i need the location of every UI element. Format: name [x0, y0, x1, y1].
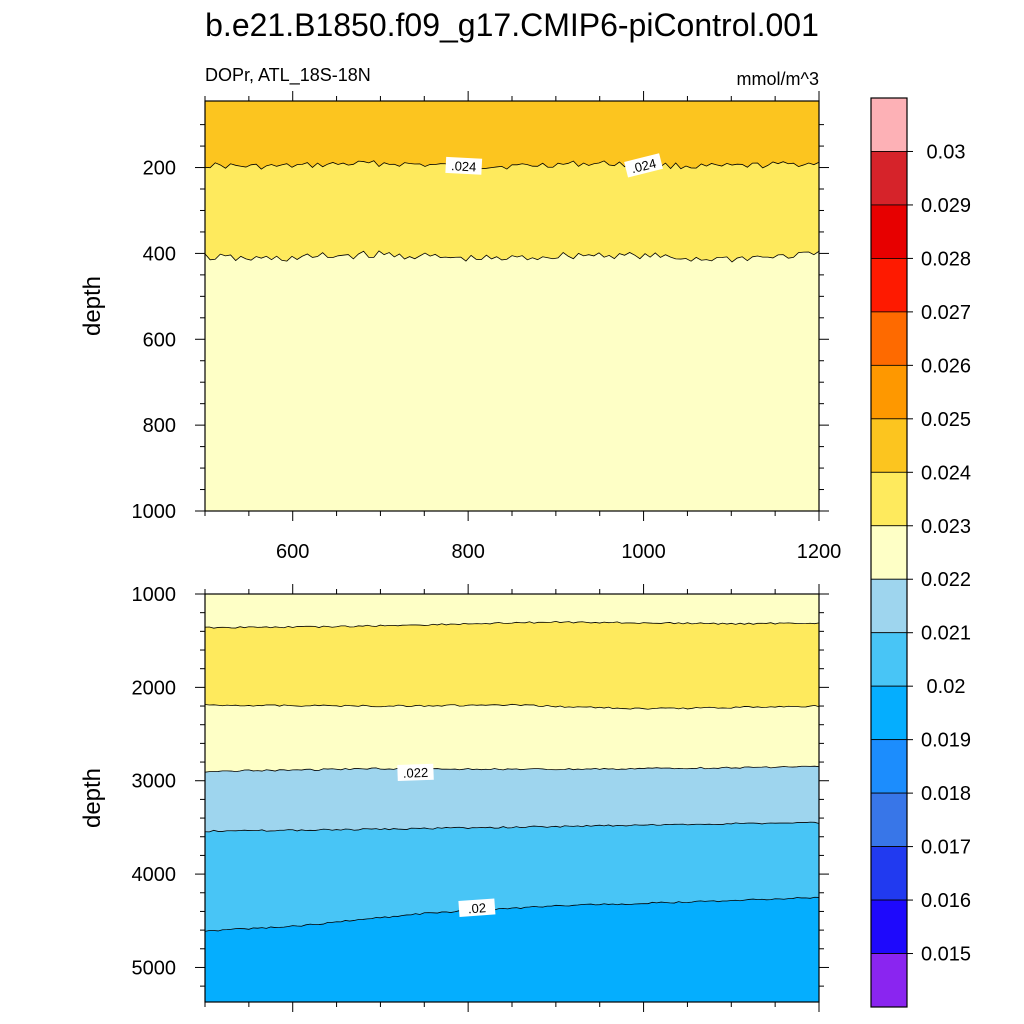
- svg-text:.022: .022: [403, 765, 429, 781]
- colorbar-swatch: [870, 258, 908, 313]
- lower-band-4: [205, 822, 819, 932]
- colorbar-swatch: [870, 364, 908, 420]
- upper-band-0: [205, 101, 819, 170]
- colorbar-swatch: [870, 632, 908, 687]
- colorbar-swatch: [870, 204, 908, 259]
- upper-y-tick-label: 1000: [132, 501, 177, 523]
- colorbar-swatch: [870, 846, 908, 901]
- colorbar-label: 0.03: [927, 141, 966, 163]
- upper-x-tick-label: 1000: [621, 541, 666, 563]
- colorbar-swatch: [870, 953, 908, 1008]
- colorbar-swatch: [870, 685, 908, 741]
- colorbar-swatch: [870, 525, 908, 580]
- upper-band-1: [205, 160, 819, 262]
- colorbar-label: 0.026: [921, 355, 971, 377]
- lower-y-tick-label: 5000: [132, 957, 177, 979]
- lower-band-5: [205, 897, 819, 1002]
- lower-contour-line-4: [204, 896, 820, 932]
- upper-x-tick-label: 800: [451, 541, 484, 563]
- upper-units-label: mmol/m^3: [737, 69, 819, 89]
- colorbar-label: 0.029: [921, 195, 971, 217]
- figure-title: b.e21.B1850.f09_g17.CMIP6-piControl.001: [205, 7, 819, 43]
- upper-contour-label-1: .024: [624, 153, 663, 178]
- upper-contour-line-0: [204, 160, 820, 170]
- colorbar-label: 0.023: [921, 516, 971, 538]
- colorbar-label: 0.015: [921, 944, 971, 966]
- colorbar-label: 0.018: [921, 783, 971, 805]
- lower-contour-label-0: .022: [397, 763, 434, 781]
- lower-contour-label-1: .02: [458, 898, 496, 917]
- lower-band-2: [205, 704, 819, 773]
- colorbar: 0.03 0.029 0.028 0.027 0.026 0.025 0.024 0.023 0…: [870, 97, 971, 1008]
- colorbar-swatch: [870, 471, 908, 527]
- colorbar-swatch: [870, 418, 908, 473]
- colorbar-label: 0.027: [921, 302, 971, 324]
- lower-y-tick-label: 1000: [132, 584, 177, 606]
- upper-x-tick-label: 600: [276, 541, 309, 563]
- upper-contour-label-0: .024: [445, 156, 483, 175]
- lower-y-tick-label: 4000: [132, 864, 177, 886]
- svg-text:.024: .024: [630, 156, 658, 177]
- lower-contour-line-0: [204, 620, 820, 629]
- lower-contour-line-2: [204, 765, 820, 773]
- colorbar-label: 0.02: [927, 676, 966, 698]
- upper-depth-panel: .024 .024 600 800 1000 1200 200 400 600 800 1000: [132, 91, 842, 563]
- colorbar-swatch: [870, 578, 908, 634]
- lower-band-3: [205, 766, 819, 832]
- colorbar-label: 0.016: [921, 890, 971, 912]
- colorbar-label: 0.028: [921, 248, 971, 270]
- lower-depth-panel: .022 .02 1000 2000 3000 4000 5000: [132, 584, 829, 1012]
- upper-x-tick-label: 1200: [797, 541, 842, 563]
- upper-y-tick-label: 800: [143, 415, 176, 437]
- upper-y-tick-label: 600: [143, 329, 176, 351]
- lower-contour-line-1: [204, 703, 820, 710]
- upper-y-tick-label: 200: [143, 158, 176, 180]
- upper-y-tick-label: 400: [143, 243, 176, 265]
- colorbar-label: 0.022: [921, 569, 971, 591]
- lower-band-1: [205, 621, 819, 710]
- colorbar-swatch: [870, 792, 908, 847]
- colorbar-label: 0.024: [921, 462, 971, 484]
- colorbar-label: 0.019: [921, 730, 971, 752]
- lower-y-tick-label: 2000: [132, 677, 177, 699]
- lower-y-tick-label: 3000: [132, 771, 177, 793]
- upper-y-axis-label: depth: [79, 276, 106, 336]
- colorbar-swatch: [870, 97, 908, 152]
- colorbar-label: 0.017: [921, 837, 971, 859]
- upper-subtitle-left: DOPr, ATL_18S-18N: [205, 65, 371, 86]
- svg-text:.024: .024: [451, 158, 477, 174]
- upper-contour-line-1: [204, 250, 820, 263]
- colorbar-swatch: [870, 899, 908, 954]
- svg-text:.02: .02: [467, 900, 486, 916]
- colorbar-label: 0.021: [921, 623, 971, 645]
- lower-contour-line-3: [204, 821, 820, 833]
- colorbar-label: 0.025: [921, 409, 971, 431]
- colorbar-swatch: [870, 311, 908, 366]
- upper-band-2: [205, 250, 819, 511]
- lower-band-0: [205, 594, 819, 629]
- lower-y-axis-label: depth: [79, 768, 106, 828]
- colorbar-swatch: [870, 739, 908, 794]
- colorbar-swatch: [870, 151, 908, 206]
